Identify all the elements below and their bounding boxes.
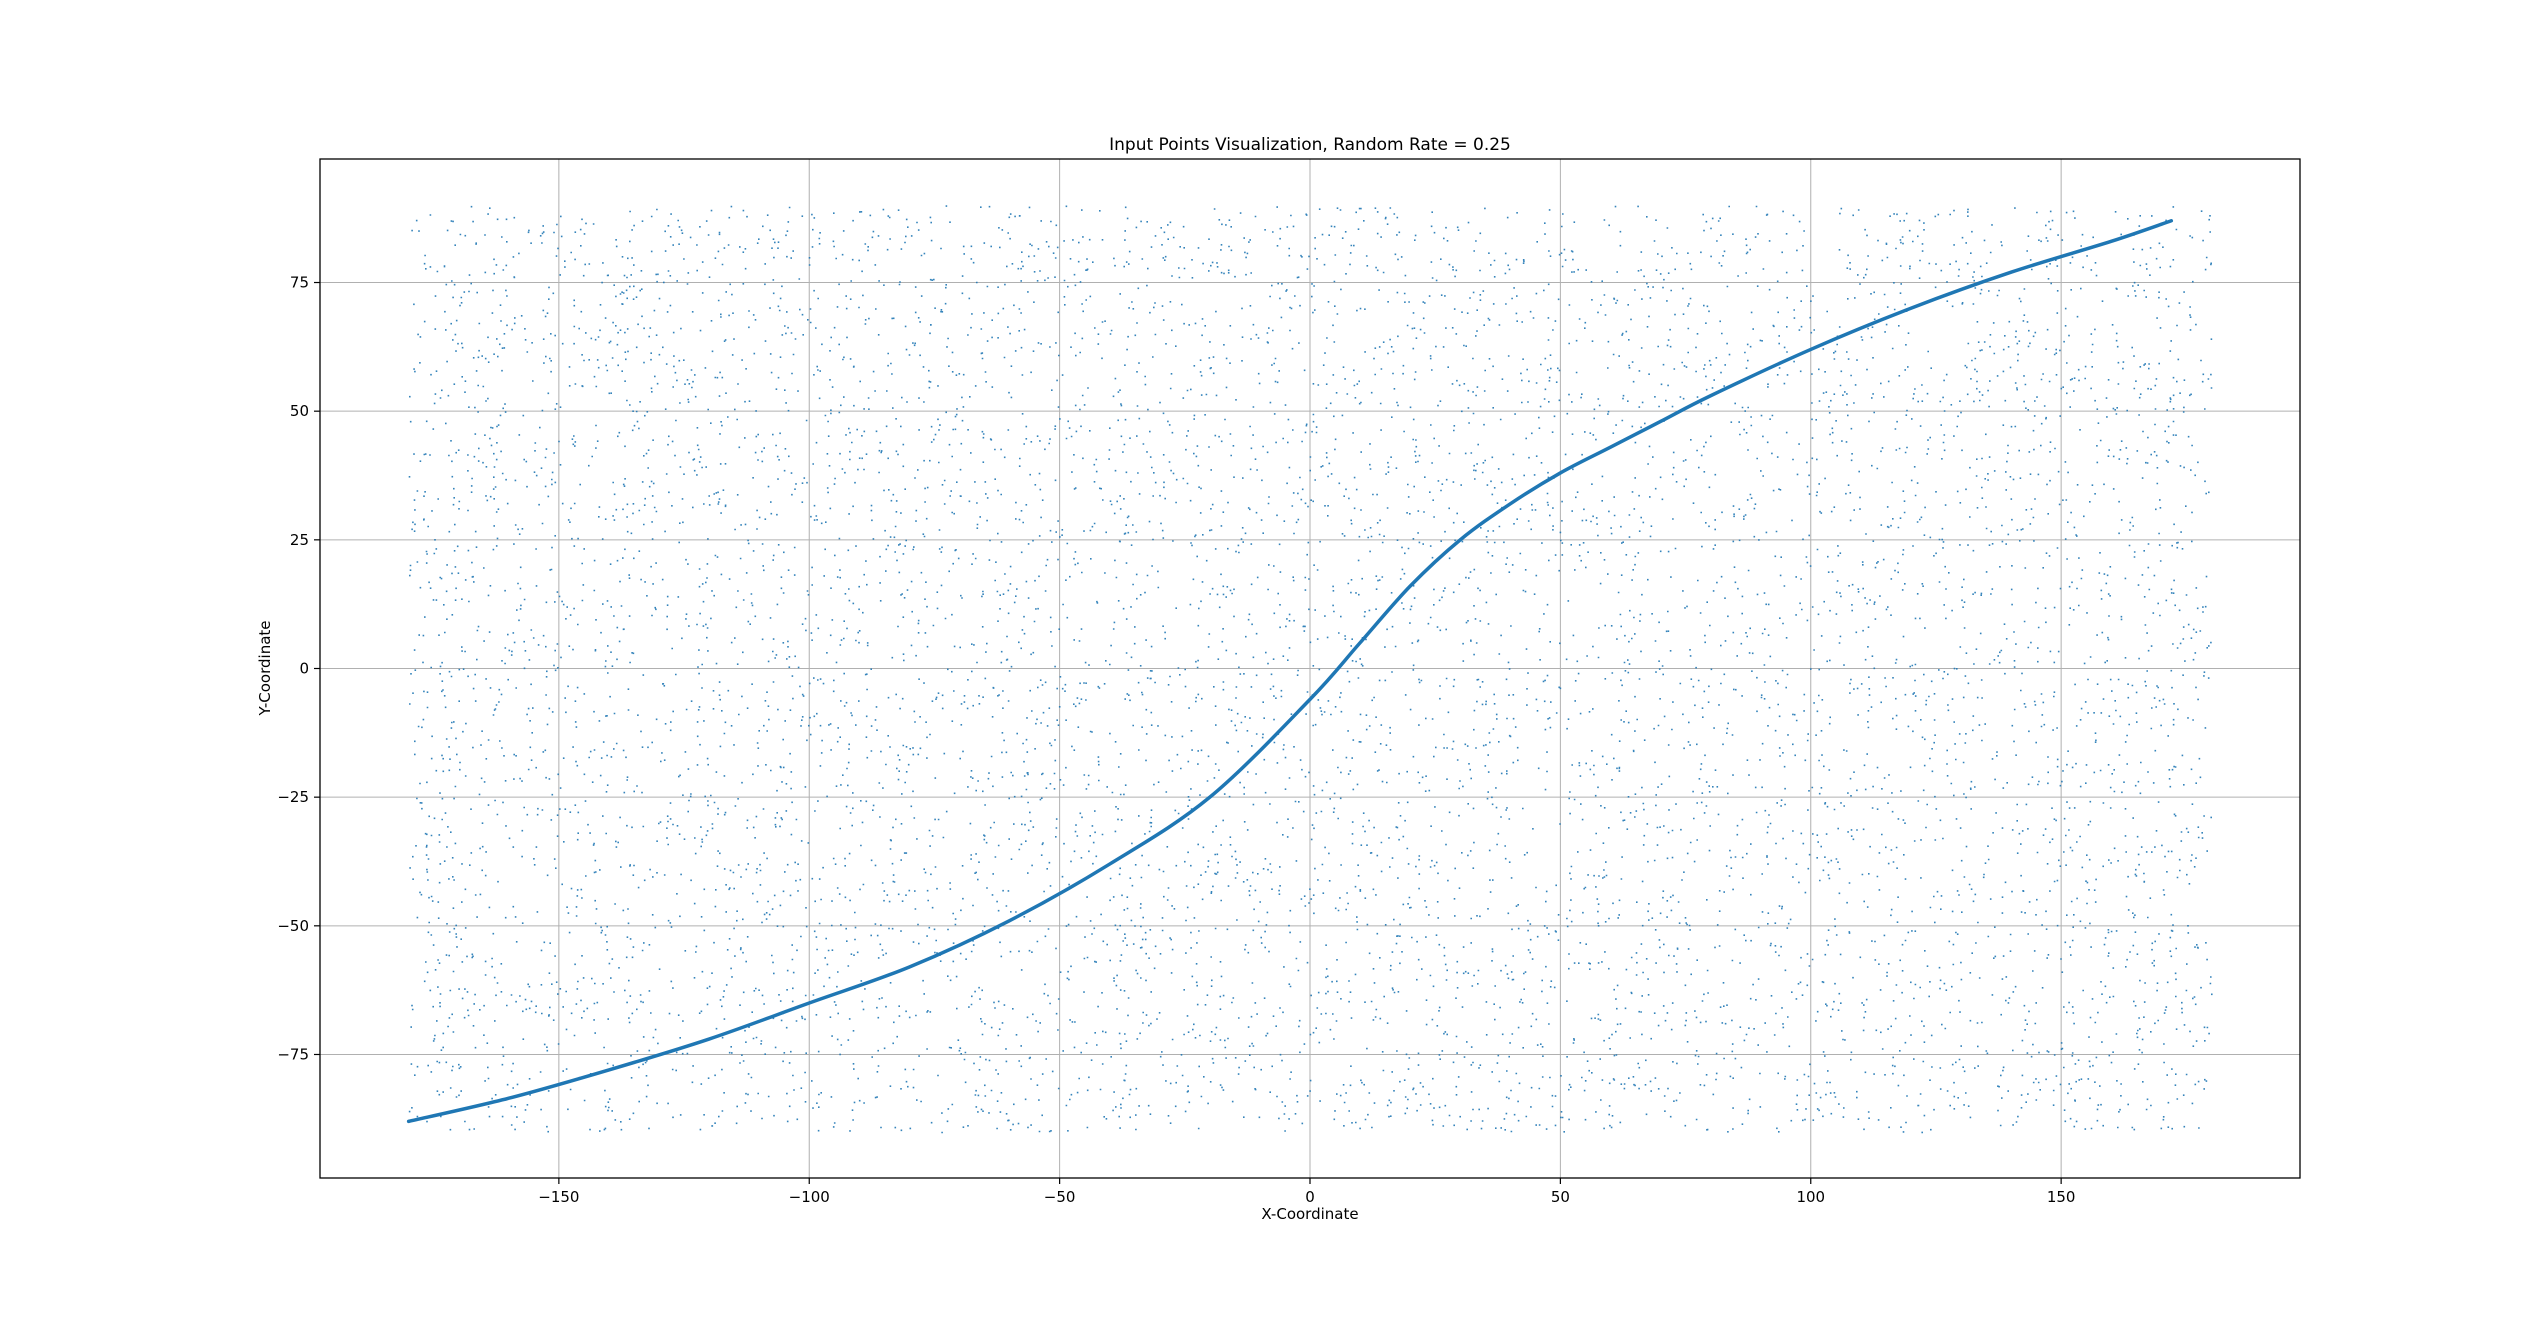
axis-ticks: −150 −100 −50 0 50 100 150 −75 −50 −25 0 25 50 75 [277, 274, 2075, 1206]
y-tick-label: −50 [277, 917, 309, 935]
y-tick-label: −75 [277, 1045, 309, 1063]
chart-title: Input Points Visualization, Random Rate … [1109, 135, 1511, 155]
x-tick-label: −150 [538, 1188, 579, 1206]
x-tick-label: −50 [1044, 1188, 1076, 1206]
x-axis-label: X-Coordinate [1261, 1205, 1358, 1223]
grid-lines [320, 159, 2300, 1178]
curve-series [406, 219, 2174, 1124]
series-line [406, 219, 2174, 1124]
x-tick-label: −100 [789, 1188, 830, 1206]
y-tick-label: 0 [299, 660, 309, 678]
y-tick-label: 25 [290, 531, 309, 549]
x-tick-label: 50 [1551, 1188, 1570, 1206]
y-tick-label: −25 [277, 788, 309, 806]
y-tick-label: 50 [290, 402, 309, 420]
x-tick-label: 150 [2047, 1188, 2076, 1206]
x-tick-label: 100 [1796, 1188, 1825, 1206]
y-tick-label: 75 [290, 274, 309, 292]
x-tick-label: 0 [1305, 1188, 1315, 1206]
y-axis-label: Y-Coordinate [256, 620, 274, 716]
